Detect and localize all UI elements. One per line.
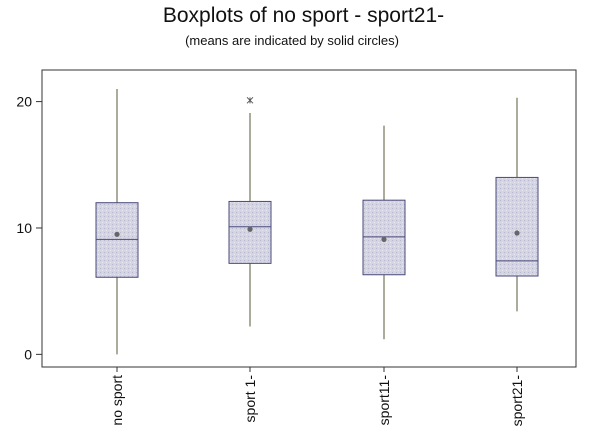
boxplot-4: sport21- — [495, 97, 539, 427]
y-tick-label: 20 — [16, 94, 32, 110]
y-tick-label: 10 — [16, 220, 32, 236]
outlier-point — [246, 96, 254, 104]
x-tick-label: no sport — [109, 375, 125, 426]
plot-frame — [41, 69, 577, 368]
box — [495, 176, 539, 277]
chart-subtitle: (means are indicated by solid circles) — [185, 33, 399, 48]
boxplot-3: sport11- — [362, 125, 406, 426]
mean-point — [514, 230, 520, 236]
y-tick-label: 0 — [24, 346, 32, 362]
x-tick-label: sport 1- — [242, 375, 258, 423]
x-tick-label: sport11- — [376, 375, 392, 426]
mean-point — [247, 226, 253, 232]
boxplot-1: no sport — [95, 88, 139, 426]
mean-point — [114, 231, 120, 237]
mean-point — [381, 236, 387, 242]
box — [228, 200, 272, 264]
x-tick-label: sport21- — [509, 375, 525, 427]
box — [362, 199, 406, 276]
box — [95, 202, 139, 278]
chart-title: Boxplots of no sport - sport21- — [162, 4, 445, 27]
boxplot-2: sport 1- — [228, 96, 272, 423]
